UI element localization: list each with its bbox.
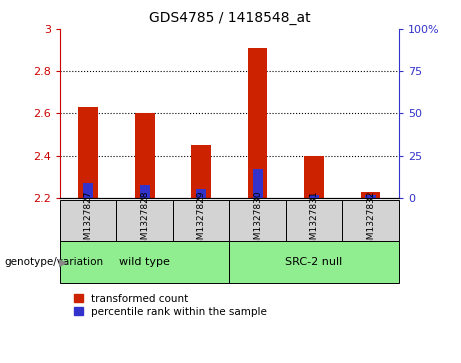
- Text: GSM1327829: GSM1327829: [196, 190, 206, 251]
- Bar: [116, 200, 173, 241]
- Bar: [78, 107, 98, 198]
- Title: GDS4785 / 1418548_at: GDS4785 / 1418548_at: [148, 11, 310, 25]
- Bar: [361, 192, 380, 198]
- Text: genotype/variation: genotype/variation: [5, 257, 104, 267]
- Text: GSM1327832: GSM1327832: [366, 190, 375, 251]
- Bar: [229, 241, 399, 283]
- Bar: [286, 200, 342, 241]
- Bar: [309, 195, 319, 198]
- Bar: [366, 195, 376, 198]
- Bar: [135, 113, 154, 198]
- Bar: [196, 189, 206, 198]
- Bar: [191, 145, 211, 198]
- Text: GSM1327827: GSM1327827: [83, 190, 93, 251]
- Bar: [304, 156, 324, 198]
- Bar: [140, 185, 150, 198]
- Bar: [173, 200, 229, 241]
- Bar: [342, 200, 399, 241]
- Text: ▶: ▶: [59, 257, 67, 267]
- Bar: [83, 183, 93, 198]
- Text: GSM1327830: GSM1327830: [253, 190, 262, 251]
- Text: GSM1327828: GSM1327828: [140, 190, 149, 251]
- Bar: [248, 48, 267, 198]
- Bar: [60, 241, 229, 283]
- Text: SRC-2 null: SRC-2 null: [285, 257, 343, 267]
- Bar: [253, 170, 263, 198]
- Text: GSM1327831: GSM1327831: [309, 190, 319, 251]
- Bar: [229, 200, 286, 241]
- Legend: transformed count, percentile rank within the sample: transformed count, percentile rank withi…: [74, 294, 267, 317]
- Text: wild type: wild type: [119, 257, 170, 267]
- Bar: [60, 200, 116, 241]
